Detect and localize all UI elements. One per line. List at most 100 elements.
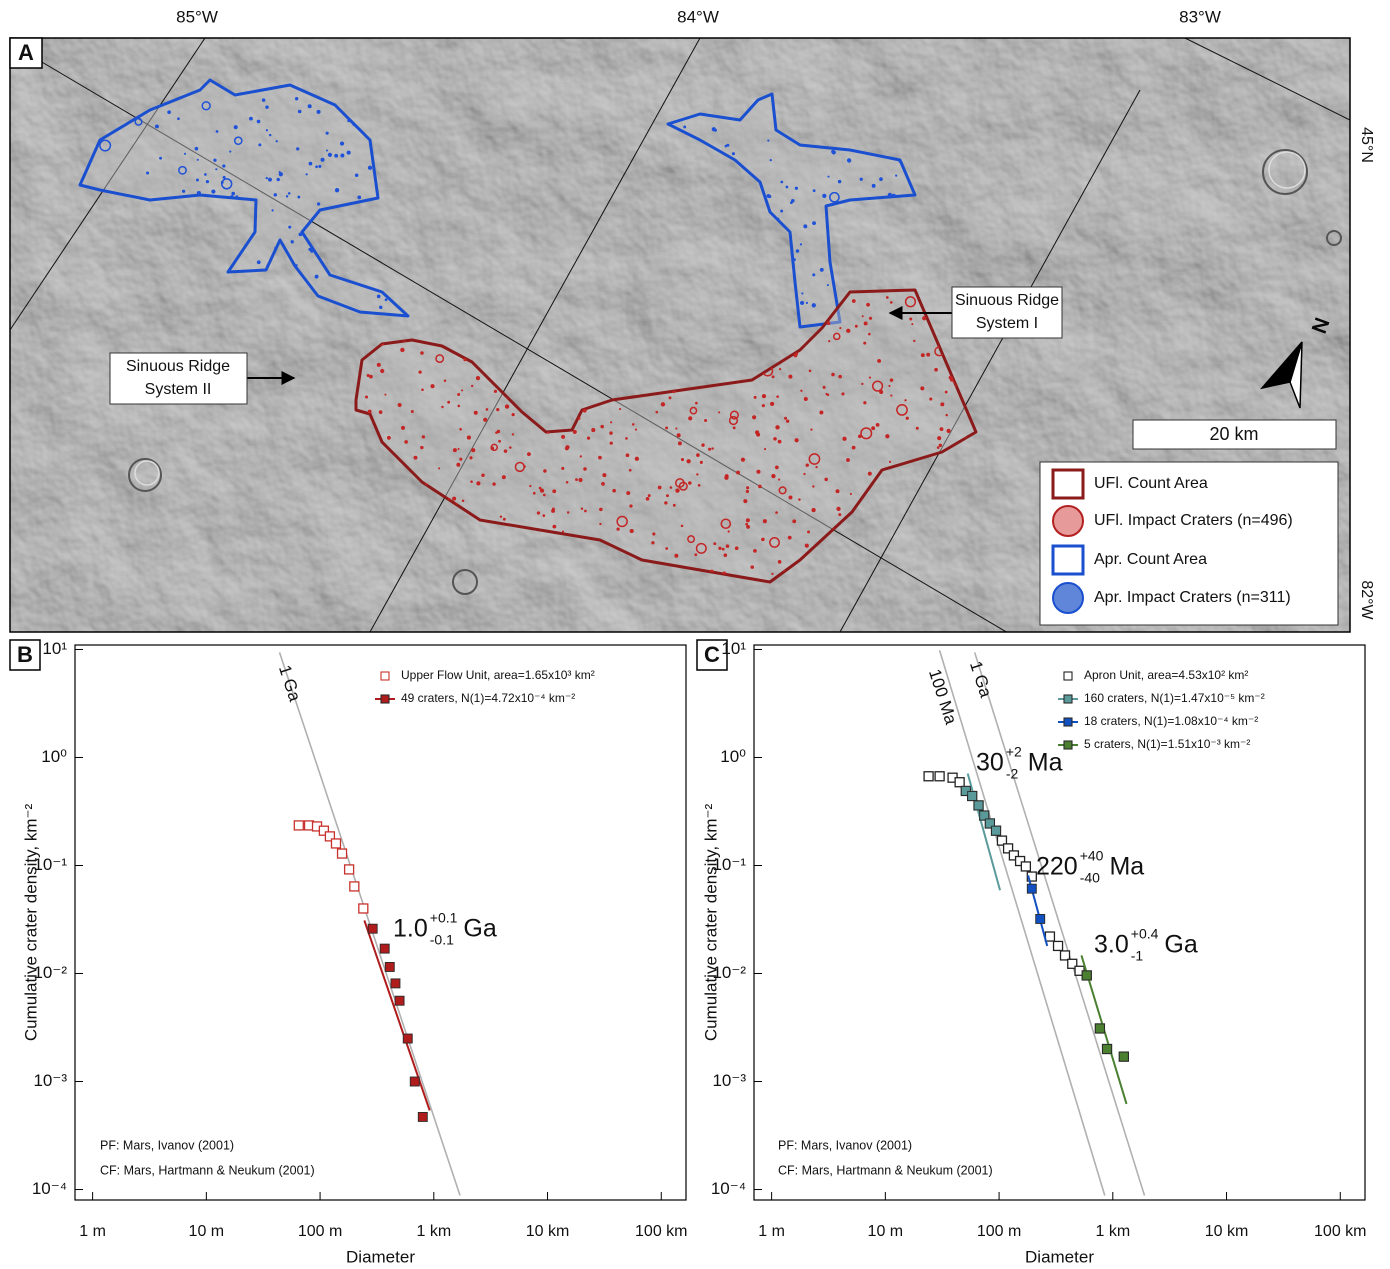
crater-dot xyxy=(326,149,328,151)
crater-dot xyxy=(820,268,824,272)
crater-dot xyxy=(317,110,321,114)
crater-dot xyxy=(909,317,912,320)
longitude-label: 85°W xyxy=(176,7,218,26)
legend-text: 18 craters, N(1)=1.08x10⁻⁴ km⁻² xyxy=(1084,714,1258,728)
age-minus: -0.1 xyxy=(430,932,454,948)
longitude-label: 84°W xyxy=(677,7,719,26)
legend-text: 5 craters, N(1)=1.51x10⁻³ km⁻² xyxy=(1084,737,1250,751)
crater-dot xyxy=(686,459,690,463)
legend-text: Upper Flow Unit, area=1.65x10³ km² xyxy=(401,668,595,682)
age-value: 3.0 xyxy=(1094,931,1129,959)
y-axis-label: Cumulative crater density, km⁻² xyxy=(21,804,40,1042)
crater-dot xyxy=(291,240,294,243)
crater-dot xyxy=(768,195,771,198)
crater-dot xyxy=(711,447,713,449)
crater-dot xyxy=(453,448,457,452)
isochron xyxy=(940,650,1105,1195)
crater-dot xyxy=(937,446,940,449)
crater-dot xyxy=(940,402,944,406)
x-tick-label: 100 km xyxy=(1314,1223,1366,1240)
data-point xyxy=(1036,914,1045,923)
crater-dot xyxy=(274,193,277,196)
crater-dot xyxy=(798,498,800,500)
crater-dot xyxy=(861,383,863,385)
crater-dot xyxy=(566,481,569,484)
crater-dot xyxy=(793,258,796,261)
crater-dot xyxy=(678,441,682,445)
crater-dot xyxy=(476,376,480,380)
crater-dot xyxy=(688,416,692,420)
crater-dot xyxy=(626,453,630,457)
crater-dot xyxy=(864,322,868,326)
crater-dot xyxy=(573,430,577,434)
crater-dot xyxy=(746,490,749,493)
crater-dot xyxy=(718,411,720,413)
crater-dot xyxy=(421,388,424,391)
data-point xyxy=(391,979,400,988)
crater-dot xyxy=(512,433,514,435)
plot-frame xyxy=(75,645,686,1200)
crater-dot xyxy=(946,414,948,416)
data-point xyxy=(368,924,377,933)
crater-dot xyxy=(167,110,171,114)
crater-dot xyxy=(457,405,460,408)
crater-dot xyxy=(632,423,635,426)
crater-dot xyxy=(700,461,703,464)
crater-dot xyxy=(496,408,499,411)
crater-dot xyxy=(750,565,754,569)
crater-dot xyxy=(306,173,308,175)
note: CF: Mars, Hartmann & Neukum (2001) xyxy=(100,1163,315,1177)
crater-dot xyxy=(746,518,750,522)
crater-dot xyxy=(780,181,783,184)
crater-dot xyxy=(890,301,893,304)
legend-marker xyxy=(1064,695,1072,703)
crater-dot xyxy=(492,482,495,485)
crater-dot xyxy=(713,542,716,545)
age-unit: Ma xyxy=(1028,749,1063,777)
crater-dot xyxy=(502,475,506,479)
data-point xyxy=(1095,1024,1104,1033)
age-plus: +2 xyxy=(1006,744,1022,760)
crater-dot xyxy=(718,547,721,550)
crater-dot xyxy=(872,184,876,188)
data-point xyxy=(331,839,340,848)
crater-dot xyxy=(776,395,779,398)
crater-dot xyxy=(602,473,606,477)
fit-line xyxy=(364,920,429,1110)
age-plus: +0.4 xyxy=(1131,926,1159,942)
crater-dot xyxy=(869,376,871,378)
data-point xyxy=(294,821,303,830)
crater-dot xyxy=(504,449,508,453)
crater-dot xyxy=(934,368,938,372)
crater-dot xyxy=(288,226,291,229)
crater-dot xyxy=(866,303,870,307)
crater-dot xyxy=(803,224,807,228)
crater-dot xyxy=(462,499,465,502)
crater-dot xyxy=(368,166,372,170)
legend-text: UFl. Count Area xyxy=(1094,475,1208,492)
crater-dot xyxy=(146,171,149,174)
crater-dot xyxy=(400,348,404,352)
crater-dot xyxy=(822,194,826,198)
crater-dot xyxy=(795,438,799,442)
crater-dot xyxy=(778,440,782,444)
data-point xyxy=(1119,1052,1128,1061)
scale-bar-label: 20 km xyxy=(1209,424,1258,444)
panel-label: C xyxy=(704,642,720,667)
crater-dot xyxy=(542,514,545,517)
crater-dot xyxy=(385,298,388,301)
age-unit: Ga xyxy=(1164,931,1197,959)
data-point xyxy=(1021,862,1030,871)
crater-dot xyxy=(791,199,795,203)
crater-dot xyxy=(355,174,359,178)
crater-dot xyxy=(795,187,798,190)
crater-dot xyxy=(447,401,450,404)
crater-dot xyxy=(786,186,789,189)
crater-dot xyxy=(868,472,872,476)
crater-dot xyxy=(459,458,462,461)
crater-dot xyxy=(812,485,814,487)
crater-dot xyxy=(803,473,805,475)
crater-dot xyxy=(860,178,863,181)
crater-dot xyxy=(231,192,235,196)
crater-dot xyxy=(655,411,658,414)
